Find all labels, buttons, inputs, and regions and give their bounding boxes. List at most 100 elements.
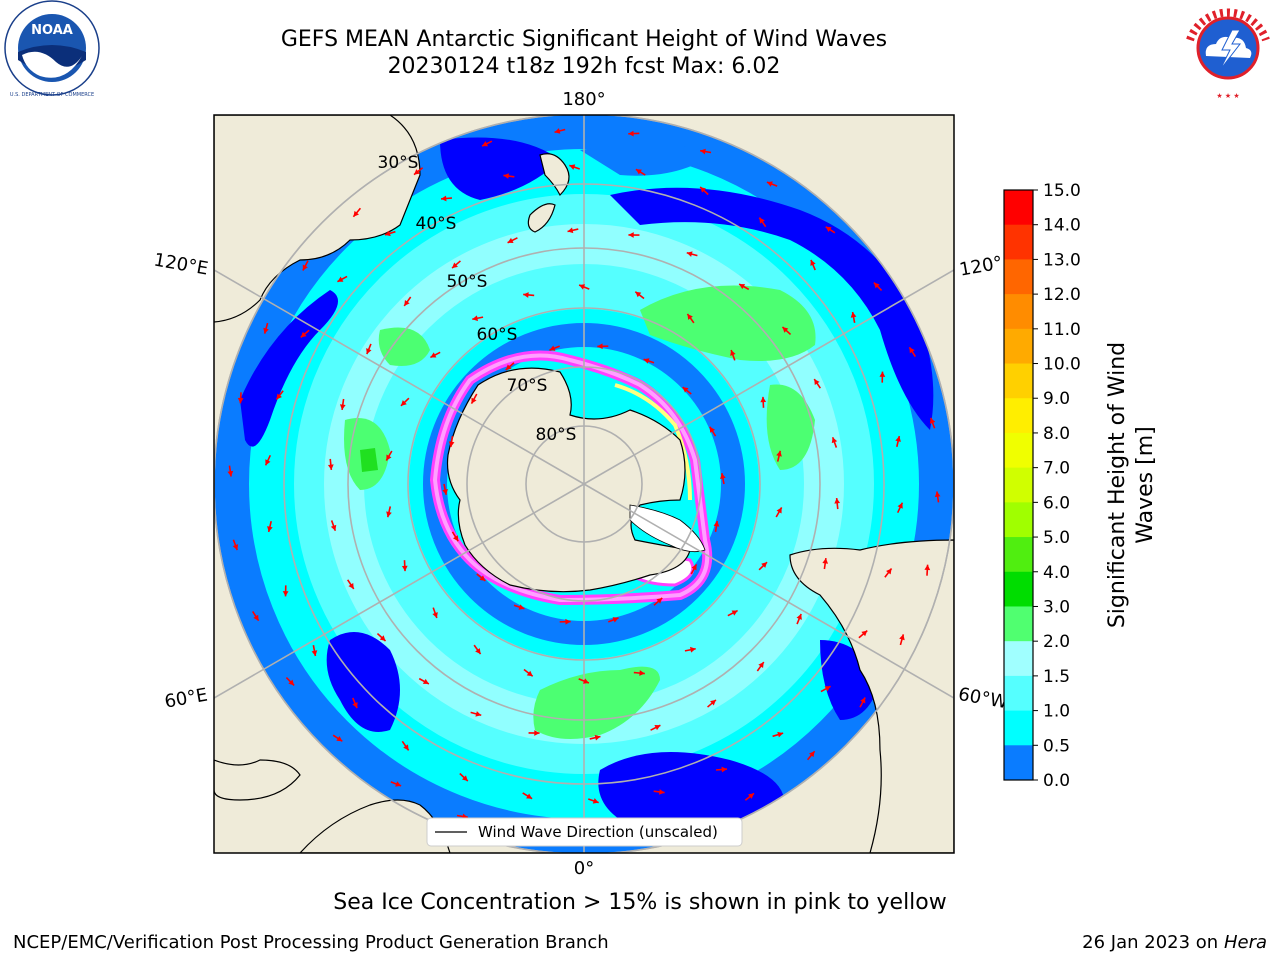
wave-direction-arrowhead <box>386 511 392 518</box>
wave-direction-arrowhead <box>237 397 244 404</box>
wave-direction-arrowhead <box>909 347 915 354</box>
wave-direction-arrowhead <box>507 237 514 243</box>
colorbar-tick-label: 6.0 <box>1043 493 1070 513</box>
wave-direction-arrowhead <box>263 327 269 334</box>
colorbar-tick-label: 1.0 <box>1043 702 1070 722</box>
colorbar-segment <box>1004 224 1033 260</box>
wave-direction-arrowhead <box>721 766 727 773</box>
colorbar-segment <box>1004 467 1033 503</box>
wave-direction-arrowhead <box>777 731 784 738</box>
wind-wave-arrows <box>227 128 941 840</box>
wave-direction-arrowhead <box>330 524 337 531</box>
lon-label-bottom: 0° <box>574 858 594 879</box>
wave-direction-arrowhead <box>814 379 820 386</box>
wave-direction-arrowhead <box>776 507 782 514</box>
lon-label-120w: 120° <box>958 252 1004 280</box>
wave-direction-arrowhead <box>336 735 343 742</box>
wave-direction-arrowhead <box>748 793 754 799</box>
wave-direction-arrowhead <box>339 404 346 410</box>
wave-direction-arrowhead <box>366 348 372 355</box>
lat-label-50s: 50°S <box>447 272 488 292</box>
wave-direction-arrowhead <box>899 634 905 641</box>
wave-direction-arrowhead <box>731 610 738 616</box>
colorbar-segment <box>1004 537 1033 573</box>
lat-label-60s: 60°S <box>477 325 518 345</box>
wave-direction-arrowhead <box>232 544 239 551</box>
footer-credit: NCEP/EMC/Verification Post Processing Pr… <box>13 932 609 953</box>
noaa-logo-text: NOAA <box>31 23 73 38</box>
wave-direction-arrowhead <box>929 417 936 424</box>
wave-direction-arrowhead <box>659 789 665 795</box>
wave-direction-arrowhead <box>276 393 282 400</box>
wave-direction-arrowhead <box>282 591 289 597</box>
wave-direction-arrowhead <box>873 282 880 289</box>
wave-direction-arrowhead <box>860 697 866 704</box>
colorbar-tick-label: 2.0 <box>1043 632 1070 652</box>
wave-direction-arrowhead <box>442 489 448 495</box>
wave-direction-arrowhead <box>713 521 720 527</box>
wave-direction-arrowhead <box>850 311 857 318</box>
wave-direction-arrowhead <box>300 331 307 338</box>
wave-direction-arrowhead <box>526 793 533 799</box>
wave-direction-arrowhead <box>796 613 802 620</box>
wave-direction-arrowhead <box>656 597 663 604</box>
wave-direction-arrowhead <box>825 226 832 233</box>
wave-direction-arrowhead <box>432 612 438 619</box>
wave-direction-arrowhead <box>687 313 693 320</box>
wave-direction-arrowhead <box>635 169 642 175</box>
svg-text:★ ★ ★: ★ ★ ★ <box>1216 92 1239 100</box>
colorbar-tick-label: 8.0 <box>1043 424 1070 444</box>
wave-direction-arrowhead <box>628 232 634 238</box>
lat-label-40s: 40°S <box>416 214 457 234</box>
colorbar-segment <box>1004 398 1033 434</box>
wave-direction-arrowhead <box>834 498 841 504</box>
madagascar-landmass <box>214 759 301 801</box>
colorbar-segment <box>1004 363 1033 399</box>
wave-direction-arrowhead <box>475 711 482 717</box>
footer-host: Hera <box>1223 932 1267 953</box>
wave-direction-arrowhead <box>471 397 477 404</box>
wave-direction-arrowhead <box>582 678 589 684</box>
graticule <box>214 115 954 853</box>
lon-label-120e: 120°E <box>152 249 210 279</box>
colorbar-tick-label: 15.0 <box>1043 181 1081 201</box>
antarctica-landmass <box>446 367 691 593</box>
colorbar-segment <box>1004 571 1033 607</box>
wave-direction-arrowhead <box>404 299 410 306</box>
colorbar-tick-label: 1.5 <box>1043 667 1070 687</box>
nws-logo: ★ ★ ★ <box>1176 0 1280 104</box>
wave-direction-arrowhead <box>628 130 634 137</box>
wave-direction-arrowhead <box>554 128 561 134</box>
colorbar-segment <box>1004 641 1033 677</box>
wave-direction-arrowhead <box>886 568 892 575</box>
wave-direction-arrowhead <box>227 470 234 477</box>
wave-direction-arrowhead <box>766 181 773 187</box>
wave-direction-arrowhead <box>441 195 447 202</box>
wave-direction-arrowhead <box>643 358 650 364</box>
wave-direction-arrowhead <box>253 614 259 621</box>
wave-direction-arrowhead <box>810 259 816 266</box>
lat-label-80s: 80°S <box>536 425 577 445</box>
wave-direction-arrowhead <box>265 459 271 466</box>
lon-label-60w: 60°W <box>957 684 1010 713</box>
colorbar-segment <box>1004 259 1033 295</box>
wave-direction-arrowhead <box>384 230 391 237</box>
south-america-landmass <box>789 539 954 853</box>
colorbar-tick-label: 13.0 <box>1043 250 1081 270</box>
wave-direction-arrowhead <box>635 291 642 298</box>
colorbar-tick-label: 5.0 <box>1043 528 1070 548</box>
sea-ice-caption: Sea Ice Concentration > 15% is shown in … <box>333 890 947 915</box>
footer-date-text: 26 Jan 2023 on <box>1082 932 1224 953</box>
wave-direction-arrowhead <box>720 473 726 479</box>
lon-label-60e: 60°E <box>163 684 209 712</box>
wave-direction-arrowhead <box>924 564 931 571</box>
wave-direction-arrowhead <box>739 284 746 290</box>
wave-direction-arrowhead <box>482 141 489 147</box>
colorbar-tick-label: 9.0 <box>1043 389 1070 409</box>
map-frame <box>213 114 955 854</box>
colorbar-tick-label: 14.0 <box>1043 216 1081 236</box>
wave-direction-arrowhead <box>686 251 693 257</box>
colorbar-segment <box>1004 190 1033 226</box>
wave-direction-arrowhead <box>597 343 603 350</box>
wave-direction-arrowhead <box>452 262 458 269</box>
